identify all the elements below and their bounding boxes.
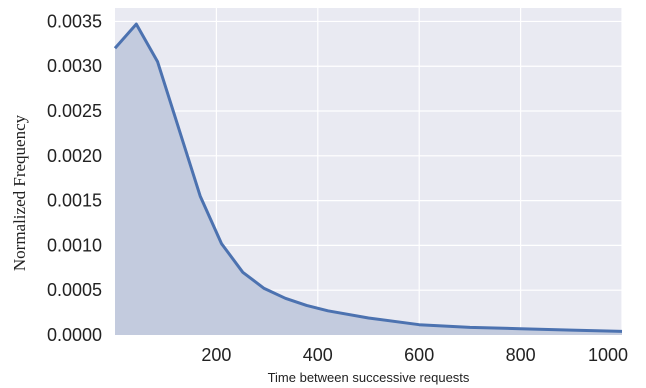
y-tick-label: 0.0010 bbox=[47, 235, 102, 255]
x-tick-label: 400 bbox=[303, 345, 333, 365]
x-tick-label: 200 bbox=[201, 345, 231, 365]
x-tick-label: 1000 bbox=[588, 345, 628, 365]
series-area-fill bbox=[115, 24, 622, 335]
y-tick-labels: 0.0000 0.0005 0.0010 0.0015 0.0020 0.0025 0.00… bbox=[47, 11, 102, 345]
y-tick-label: 0.0020 bbox=[47, 146, 102, 166]
x-tick-label: 600 bbox=[404, 345, 434, 365]
x-tick-labels: 200 400 600 800 1000 bbox=[201, 345, 628, 365]
y-tick-label: 0.0025 bbox=[47, 101, 102, 121]
x-axis-label: Time between successive requests bbox=[268, 370, 470, 385]
y-tick-label: 0.0005 bbox=[47, 280, 102, 300]
y-axis-label: Normalized Frequency bbox=[10, 114, 29, 271]
series-line bbox=[113, 22, 623, 333]
y-tick-label: 0.0035 bbox=[47, 11, 102, 31]
y-tick-label: 0.0000 bbox=[47, 325, 102, 345]
x-tick-label: 800 bbox=[506, 345, 536, 365]
y-tick-label: 0.0030 bbox=[47, 56, 102, 76]
data-points bbox=[114, 24, 623, 332]
y-tick-label: 0.0015 bbox=[47, 191, 102, 211]
